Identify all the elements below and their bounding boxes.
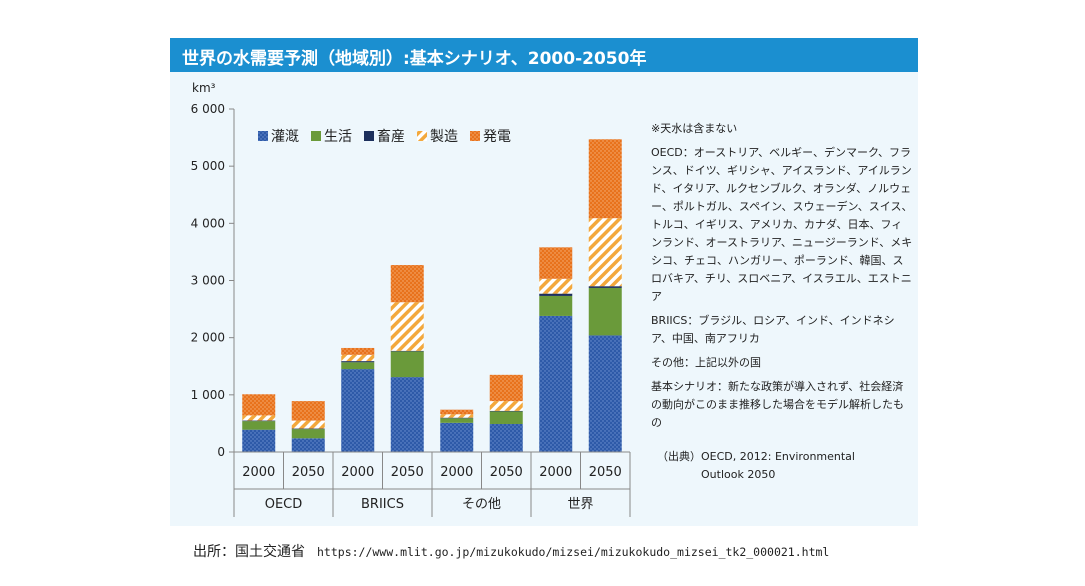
note-scenario: 基本シナリオ：新たな政策が導入されず、社会経済の動向がこのまま推移した場合をモデ…	[651, 380, 904, 429]
bar-segment	[539, 293, 573, 296]
bar-segment	[489, 423, 523, 452]
bar-segment	[440, 409, 474, 415]
x-tick-label: 2050	[490, 465, 523, 480]
legend-swatch	[311, 131, 321, 141]
legend-swatch	[470, 131, 480, 141]
x-tick-label: 2000	[440, 465, 473, 480]
bar-segment	[390, 350, 424, 352]
y-tick-label: 3 000	[191, 274, 225, 288]
footer-url: https://www.mlit.go.jp/mizukokudo/mizsei…	[317, 545, 830, 559]
bar-segment	[588, 139, 622, 219]
bar-segment	[291, 401, 325, 421]
y-tick-label: 0	[217, 445, 225, 459]
legend-swatch	[364, 131, 374, 141]
note-oecd: OECD：オーストリア、ベルギー、デンマーク、フランス、ドイツ、ギリシャ、アイス…	[651, 146, 913, 303]
bar-segment	[440, 417, 474, 419]
source-note-line2: Outlook 2050	[701, 468, 776, 481]
bar-segment	[489, 411, 523, 424]
legend-label: 発電	[483, 129, 511, 145]
source-note: （出典）OECD, 2012: Environmental Outlook 20…	[651, 448, 913, 484]
y-tick-label: 4 000	[191, 216, 225, 230]
y-tick-label: 2 000	[191, 331, 225, 345]
bar-segment	[242, 421, 276, 430]
x-tick-label: 2000	[242, 465, 275, 480]
bar-segment	[341, 361, 375, 363]
bar-segment	[489, 410, 523, 412]
bar-segment	[390, 302, 424, 351]
legend-swatch	[417, 131, 427, 141]
bar-segment	[390, 265, 424, 303]
bar-segment	[588, 286, 622, 288]
note-briics: BRIICS：ブラジル、ロシア、インド、インドネシア、中国、南アフリカ	[651, 314, 895, 345]
y-tick-label: 5 000	[191, 159, 225, 173]
legend-label: 生活	[324, 129, 352, 145]
bar-segment	[242, 415, 276, 421]
bar-segment	[341, 362, 375, 370]
bar-segment	[539, 295, 573, 316]
bar-segment	[341, 369, 375, 452]
chart-svg: km³ 0 1 000 2 000 3 000 4 000 5 000 6 000 2000 2…	[191, 81, 631, 517]
bar-segment	[489, 374, 523, 402]
bar-segment	[390, 351, 424, 378]
chart-title: 世界の水需要予測（地域別）:基本シナリオ、2000-2050年	[182, 49, 647, 69]
bar-segment	[341, 354, 375, 362]
bar-segment	[291, 429, 325, 439]
bar-segment	[440, 418, 474, 423]
bar-segment	[539, 315, 573, 452]
x-tick-label: 2050	[391, 465, 424, 480]
bar-segment	[242, 394, 276, 416]
bar-segment	[588, 218, 622, 287]
y-tick-label: 1 000	[191, 388, 225, 402]
bar-segment	[341, 347, 375, 355]
x-tick-label: 2000	[341, 465, 374, 480]
bar-segment	[291, 420, 325, 429]
group-label: BRIICS	[361, 497, 404, 512]
x-tick-label: 2000	[539, 465, 572, 480]
unit-label: km³	[192, 81, 216, 95]
notes-panel: ※天水は含まない OECD：オーストリア、ベルギー、デンマーク、フランス、ドイツ…	[651, 120, 913, 490]
x-tick-label: 2050	[589, 465, 622, 480]
group-label: 世界	[567, 497, 593, 512]
bar-segment	[440, 422, 474, 452]
bar-segment	[539, 247, 573, 279]
group-label: その他	[462, 497, 501, 512]
bar-segment	[440, 414, 474, 418]
x-tick-label: 2050	[292, 465, 325, 480]
legend-swatch	[258, 131, 268, 141]
bar-segment	[242, 420, 276, 422]
bar-segment	[242, 429, 276, 452]
note-other: その他：上記以外の国	[651, 356, 761, 369]
group-label: OECD	[265, 497, 303, 512]
footer-label: 出所：国土交通省	[193, 544, 305, 560]
bar-segment	[588, 287, 622, 336]
bar-segment	[291, 438, 325, 452]
footer-source: 出所：国土交通省 https://www.mlit.go.jp/mizukokud…	[193, 541, 829, 561]
chart-title-bar: 世界の水需要予測（地域別）:基本シナリオ、2000-2050年	[170, 38, 918, 72]
bar-segment	[588, 335, 622, 452]
bar-segment	[390, 377, 424, 452]
note-rain: ※天水は含まない	[651, 122, 738, 135]
bar-segment	[539, 278, 573, 294]
bar-segment	[291, 428, 325, 430]
legend-label: 製造	[430, 129, 458, 145]
y-tick-label: 6 000	[191, 102, 225, 116]
source-note-line1: （出典）OECD, 2012: Environmental	[657, 450, 855, 463]
bar-segment	[489, 401, 523, 411]
legend-label: 灌漑	[271, 129, 299, 145]
legend-label: 畜産	[377, 129, 405, 145]
